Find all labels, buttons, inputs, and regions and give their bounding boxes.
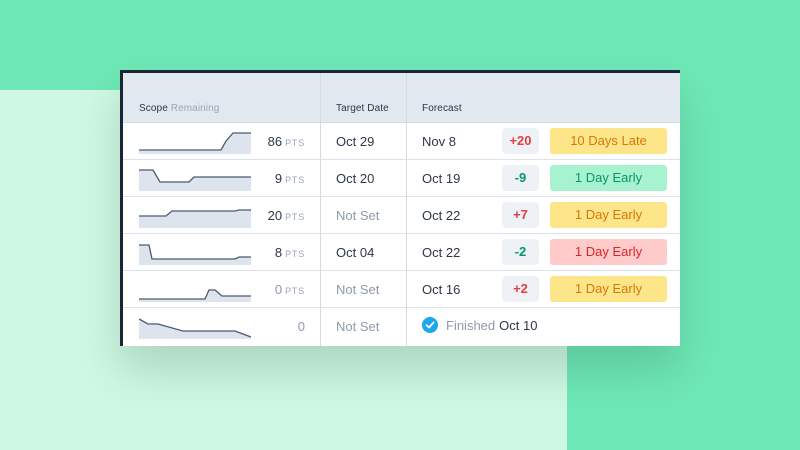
target-date: Not Set <box>336 208 380 223</box>
target-date: Not Set <box>336 319 380 334</box>
delta-badge: +2 <box>502 276 539 302</box>
finished-date: Oct 10 <box>499 317 538 333</box>
table-header: Scope Remaining Target Date Forecast <box>123 73 680 123</box>
status-badge: 10 Days Late <box>550 128 667 154</box>
scope-header[interactable]: Scope Remaining <box>139 103 219 114</box>
points-remaining: 86 PTS <box>267 134 305 149</box>
delta-badge: -2 <box>502 239 539 265</box>
forecast-header[interactable]: Forecast <box>422 103 462 114</box>
points-remaining: 0 PTS <box>274 282 305 297</box>
table-row[interactable]: 8 PTS Oct 04 Oct 22 -2 1 Day Early <box>123 234 680 271</box>
forecast-date: Oct 16 <box>422 282 461 297</box>
points-remaining: 9 PTS <box>274 171 305 186</box>
scope-header-sublabel: Remaining <box>170 103 220 114</box>
scope-table: Scope Remaining Target Date Forecast 86 P… <box>120 70 680 346</box>
column-divider <box>406 73 407 346</box>
scope-sparkline <box>139 289 251 302</box>
scope-sparkline <box>139 244 251 265</box>
status-badge: 1 Day Early <box>550 165 667 191</box>
scope-sparkline <box>139 132 251 154</box>
target-date: Not Set <box>336 282 380 297</box>
target-date: Oct 29 <box>336 134 375 149</box>
column-divider <box>320 73 321 346</box>
status-badge: 1 Day Early <box>550 202 667 228</box>
scope-sparkline <box>139 318 251 339</box>
scope-sparkline <box>139 169 251 191</box>
points-remaining: 8 PTS <box>274 245 305 260</box>
delta-badge: +7 <box>502 202 539 228</box>
table-row[interactable]: 86 PTS Oct 29 Nov 8 +20 10 Days Late <box>123 123 680 160</box>
forecast-date: Oct 22 <box>422 208 461 223</box>
points-remaining: 0 <box>297 319 305 334</box>
target-date-header[interactable]: Target Date <box>336 103 389 114</box>
target-date: Oct 20 <box>336 171 375 186</box>
check-circle-icon <box>422 317 438 333</box>
forecast-date: Oct 22 <box>422 245 461 260</box>
forecast-date: Oct 19 <box>422 171 461 186</box>
target-date: Oct 04 <box>336 245 375 260</box>
scope-sparkline <box>139 209 251 228</box>
finished-status: Finished Oct 10 <box>422 317 537 333</box>
table-row[interactable]: 9 PTS Oct 20 Oct 19 -9 1 Day Early <box>123 160 680 197</box>
finished-label: Finished <box>446 317 496 333</box>
table-row[interactable]: 0 Not Set Finished Oct 10 <box>123 308 680 345</box>
points-remaining: 20 PTS <box>267 208 305 223</box>
status-badge: 1 Day Early <box>550 239 667 265</box>
status-badge: 1 Day Early <box>550 276 667 302</box>
scope-header-label: Scope <box>139 103 168 114</box>
delta-badge: -9 <box>502 165 539 191</box>
forecast-date: Nov 8 <box>422 134 456 149</box>
table-row[interactable]: 0 PTS Not Set Oct 16 +2 1 Day Early <box>123 271 680 308</box>
delta-badge: +20 <box>502 128 539 154</box>
table-row[interactable]: 20 PTS Not Set Oct 22 +7 1 Day Early <box>123 197 680 234</box>
